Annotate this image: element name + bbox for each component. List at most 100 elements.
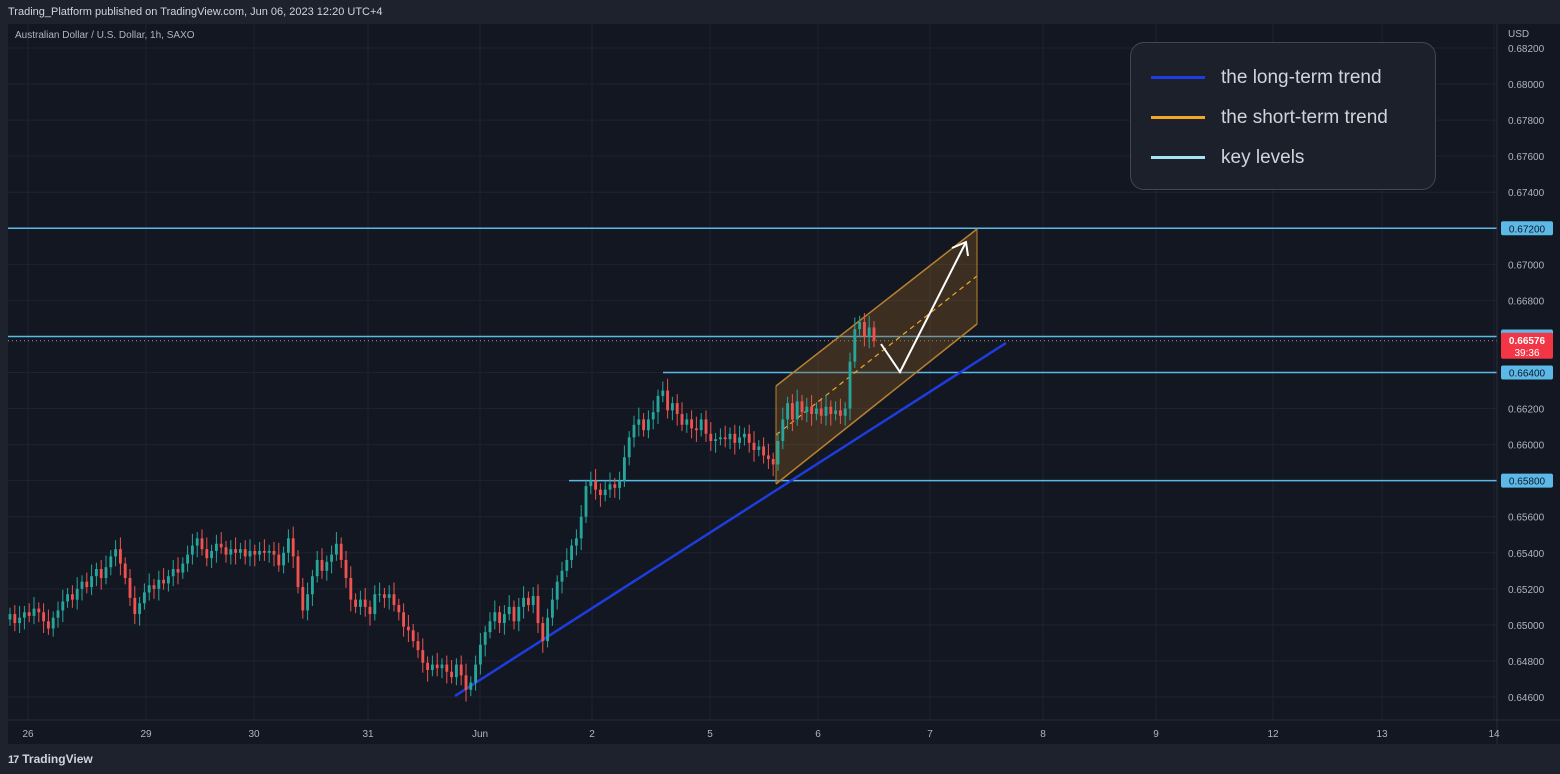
- candle-body: [738, 437, 742, 443]
- projection: [880, 240, 969, 374]
- candle-body: [541, 623, 545, 642]
- candle-body: [536, 596, 540, 624]
- candle-body: [344, 559, 348, 579]
- candle-body: [728, 433, 732, 440]
- candle-body: [699, 419, 703, 431]
- candle-body: [301, 587, 305, 611]
- candle-body: [104, 567, 108, 579]
- candle-body: [824, 406, 828, 416]
- candle-body: [176, 569, 180, 573]
- candle-body: [502, 614, 506, 624]
- candle-body: [445, 664, 449, 672]
- time-tick-label: 2: [589, 729, 595, 740]
- candle-body: [387, 594, 391, 598]
- legend-swatch-key-levels: [1151, 156, 1205, 159]
- candle-body: [646, 419, 650, 431]
- candle-body: [90, 576, 94, 588]
- candle-body: [51, 617, 55, 629]
- candle-body: [27, 612, 31, 616]
- axes: USD 0.68200 0.68000 0.67800 0.67600 0.67400 0…: [8, 24, 1560, 744]
- candle-body: [195, 538, 199, 546]
- published-text: Trading_Platform published on TradingVie…: [8, 6, 383, 18]
- candle-body: [373, 594, 377, 615]
- candle-body: [368, 606, 372, 615]
- candle-body: [819, 408, 823, 416]
- candle-body: [70, 594, 74, 600]
- candle-body: [469, 682, 473, 690]
- candle-body: [853, 329, 857, 362]
- candle-body: [632, 424, 636, 438]
- price-tick-label: 0.67600: [1508, 152, 1545, 163]
- candle-body: [320, 559, 324, 571]
- candle-body: [66, 594, 70, 602]
- candle-body: [354, 599, 358, 607]
- candle-body: [483, 632, 487, 645]
- candle-body: [661, 390, 665, 396]
- candle-body: [694, 428, 698, 431]
- top-bar: Trading_Platform published on TradingVie…: [0, 0, 1560, 24]
- candle-body: [75, 588, 79, 600]
- candle-body: [680, 413, 684, 425]
- candle-body: [214, 543, 218, 551]
- legend-label: the short-term trend: [1221, 107, 1388, 128]
- time-tick-label: 26: [22, 729, 34, 740]
- candle-body: [829, 406, 833, 414]
- candle-body: [296, 556, 300, 588]
- candle-body: [272, 550, 276, 555]
- price-tick-label: 0.68200: [1508, 44, 1545, 55]
- bottom-bar: 17 TradingView: [0, 746, 1560, 774]
- candle-body: [118, 549, 122, 564]
- candle-body: [805, 406, 809, 413]
- time-tick-label: 30: [248, 729, 260, 740]
- candle-body: [762, 446, 766, 456]
- key-level-badge: [1501, 473, 1553, 488]
- candle-body: [94, 569, 98, 577]
- candle-body: [440, 664, 444, 669]
- candle-body: [757, 446, 761, 451]
- price-tick-label: 0.66200: [1508, 405, 1545, 416]
- candle-body: [867, 327, 871, 337]
- candle-body: [498, 612, 502, 624]
- candle-body: [282, 552, 286, 566]
- candle-body: [13, 614, 17, 624]
- projection-arrowhead: [951, 240, 969, 257]
- key-level-value: 0.67200: [1509, 224, 1546, 235]
- candle-body: [262, 550, 266, 553]
- candle-body: [450, 671, 454, 678]
- candle-body: [656, 395, 660, 413]
- tradingview-logo[interactable]: 17 TradingView: [8, 752, 93, 766]
- price-tick-label: 0.64800: [1508, 657, 1545, 668]
- candle-body: [123, 563, 127, 579]
- candle-body: [397, 605, 401, 613]
- candle-body: [858, 322, 862, 330]
- candle-body: [550, 599, 554, 618]
- candle-body: [675, 403, 679, 414]
- candle-body: [142, 592, 146, 604]
- candle-body: [771, 459, 775, 465]
- price-tick-label: 0.65000: [1508, 621, 1545, 632]
- candle-body: [627, 437, 631, 458]
- short-term-channel-mid: [775, 275, 978, 436]
- candle-body: [133, 597, 137, 615]
- candle-body: [670, 403, 674, 411]
- candle-body: [325, 561, 329, 571]
- candle-body: [46, 621, 50, 629]
- candle-body: [238, 549, 242, 553]
- candle-body: [642, 419, 646, 431]
- time-tick-label: 7: [927, 729, 933, 740]
- candle-body: [776, 441, 780, 465]
- key-level-badge: [1501, 221, 1553, 236]
- candle-body: [190, 545, 194, 555]
- candle-body: [306, 594, 310, 611]
- candle-body: [622, 457, 626, 481]
- candle-body: [157, 579, 161, 589]
- candle-body: [598, 489, 602, 496]
- candle-body: [790, 403, 794, 420]
- projection-path: [880, 241, 967, 374]
- candle-body: [666, 390, 670, 411]
- candle-body: [128, 578, 132, 598]
- candle-body: [8, 614, 12, 620]
- candle-body: [834, 410, 838, 414]
- key-level-badge: [1501, 365, 1553, 380]
- candle-body: [382, 594, 386, 598]
